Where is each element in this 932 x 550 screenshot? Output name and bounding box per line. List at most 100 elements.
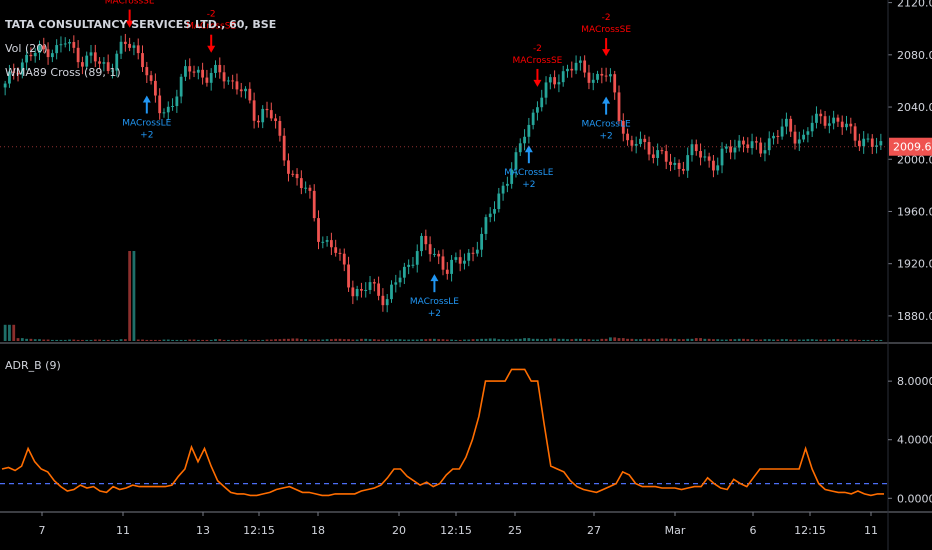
price-tick-label: 1880.00 bbox=[897, 310, 932, 323]
wma-legend[interactable]: WMA89 Cross (89, 1) bbox=[5, 66, 121, 79]
volume-bar bbox=[136, 339, 140, 341]
candle-body bbox=[591, 79, 595, 83]
volume-bar bbox=[467, 339, 471, 341]
candle-body bbox=[518, 143, 522, 153]
volume-legend[interactable]: Vol (20) bbox=[5, 42, 48, 55]
volume-bar bbox=[50, 339, 54, 341]
candle-body bbox=[746, 144, 750, 149]
candle-body bbox=[119, 41, 123, 54]
long-signal-value: +2 bbox=[522, 180, 535, 190]
candle-body bbox=[536, 107, 539, 113]
candle-body bbox=[587, 72, 591, 83]
volume-bar bbox=[351, 339, 355, 341]
candle-body bbox=[381, 295, 385, 306]
candle-body bbox=[840, 121, 844, 128]
candle-body bbox=[20, 62, 24, 75]
volume-bar bbox=[746, 339, 750, 341]
volume-bar bbox=[46, 339, 50, 341]
long-signal-value: +2 bbox=[140, 130, 153, 140]
candle-body bbox=[553, 77, 557, 85]
volume-bar bbox=[368, 339, 372, 341]
volume-bar bbox=[450, 339, 453, 341]
candle-body bbox=[857, 140, 861, 147]
time-axis[interactable]: 7 11 13 12:15 18 20 12:15 25 27 Mar 6 12:15 11 bbox=[39, 512, 879, 537]
volume-bar bbox=[342, 339, 346, 341]
time-tick-label: 7 bbox=[39, 524, 46, 537]
candle-body bbox=[699, 151, 702, 158]
volume-bar bbox=[214, 339, 217, 341]
candle-body bbox=[639, 138, 642, 145]
volume-bar bbox=[673, 338, 677, 341]
volume-bar bbox=[853, 339, 857, 341]
volume-bar bbox=[3, 324, 7, 341]
adr-tick-label: 0.0000 bbox=[897, 492, 932, 505]
volume-bar bbox=[845, 339, 848, 341]
volume-bar bbox=[16, 338, 20, 341]
candle-body bbox=[287, 160, 290, 174]
volume-bar bbox=[643, 338, 647, 341]
candle-body bbox=[875, 145, 878, 147]
volume-bar bbox=[750, 339, 754, 341]
volume-bar bbox=[381, 339, 385, 341]
candle-body bbox=[729, 146, 733, 153]
volume-bar bbox=[428, 338, 432, 341]
volume-bar bbox=[282, 338, 286, 341]
volume-bar bbox=[647, 338, 651, 341]
volume-bar bbox=[115, 339, 119, 341]
long-arrow-head bbox=[602, 96, 611, 104]
candle-body bbox=[329, 240, 333, 248]
time-tick-label: 12:15 bbox=[794, 524, 826, 537]
candle-body bbox=[196, 69, 200, 73]
volume-bar bbox=[729, 339, 733, 341]
volume-bar bbox=[445, 339, 449, 341]
candle-body bbox=[218, 64, 222, 73]
volume-bar bbox=[402, 339, 406, 341]
candle-body bbox=[548, 77, 552, 83]
volume-bar bbox=[55, 339, 59, 341]
candle-body bbox=[81, 62, 84, 67]
volume-bar bbox=[261, 339, 265, 341]
volume-bar bbox=[244, 339, 247, 341]
candle-body bbox=[690, 144, 694, 156]
candle-body bbox=[239, 89, 243, 92]
price-axis[interactable]: 2120.00 2080.00 2040.00 2000.00 1960.00 1920.… bbox=[0, 0, 932, 323]
short-signal-label: MACrossSE bbox=[581, 25, 631, 35]
candle-body bbox=[76, 47, 80, 63]
volume-bar bbox=[98, 339, 101, 341]
symbol-title[interactable]: TATA CONSULTANCY SERVICES LTD., 60, BSE bbox=[5, 18, 277, 31]
adr-axis[interactable]: 8.0000 4.0000 0.0000 bbox=[888, 375, 932, 505]
candle-body bbox=[669, 161, 672, 165]
volume-bar bbox=[785, 339, 788, 341]
candle-body bbox=[737, 140, 741, 148]
volume-bar bbox=[609, 337, 612, 341]
candle-body bbox=[231, 80, 235, 82]
time-tick-label: 6 bbox=[750, 524, 757, 537]
volume-bar bbox=[415, 339, 419, 341]
volume-bar bbox=[690, 338, 694, 341]
short-signal-value: -2 bbox=[602, 13, 611, 23]
candle-body bbox=[428, 244, 432, 255]
candle-body bbox=[797, 139, 801, 144]
volume-bar bbox=[295, 338, 299, 341]
candle-body bbox=[475, 249, 479, 254]
volume-bar bbox=[797, 339, 801, 341]
volume-bar bbox=[372, 339, 376, 341]
candle-body bbox=[342, 253, 346, 265]
time-tick-label: 13 bbox=[196, 524, 210, 537]
volume-bar bbox=[523, 338, 526, 341]
volume-bar bbox=[201, 339, 205, 341]
volume-bar bbox=[836, 339, 840, 341]
candle-body bbox=[815, 113, 818, 123]
volume-bar bbox=[664, 338, 668, 341]
candle-body bbox=[205, 77, 209, 83]
candle-body bbox=[3, 83, 7, 88]
volume-bar bbox=[578, 338, 582, 341]
price-tick-label: 1960.00 bbox=[897, 205, 932, 218]
candle-body bbox=[578, 60, 582, 63]
volume-bar bbox=[192, 339, 196, 341]
candle-body bbox=[398, 277, 402, 283]
adr-legend[interactable]: ADR_B (9) bbox=[5, 359, 61, 372]
volume-bar bbox=[518, 338, 522, 341]
candle-body bbox=[291, 173, 295, 175]
volume-bar bbox=[38, 339, 41, 341]
